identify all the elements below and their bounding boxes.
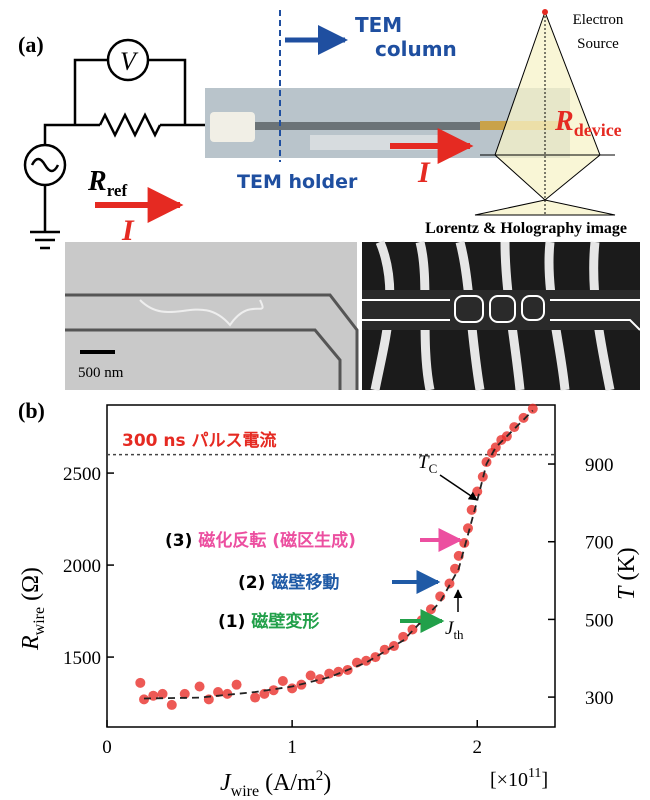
x-tick-label: 1	[287, 737, 297, 758]
r-device-label: Rdevice	[554, 106, 622, 140]
current-label: I	[417, 156, 431, 189]
annotation: 300 ns パルス電流	[122, 430, 277, 451]
step-label: (3) 磁化反転 (磁区生成)	[165, 530, 356, 551]
x-axis-label: Jwire (A/m2)	[220, 768, 331, 800]
point	[426, 604, 436, 614]
tc-label: TC	[418, 452, 437, 476]
y-axis-label: Rwire (Ω)	[18, 567, 48, 651]
point	[167, 700, 177, 710]
circuit	[25, 40, 210, 248]
text-part: [×10	[490, 769, 528, 791]
y2-tick-label: 300	[585, 688, 614, 709]
x-multiplier: [×1011]	[490, 766, 548, 791]
text-part: R	[18, 635, 44, 651]
text-part: (Ω)	[18, 567, 44, 607]
point	[528, 404, 538, 414]
tem-holder-label: TEM holder	[237, 171, 358, 193]
step-label: (2) 磁壁移動	[238, 572, 339, 593]
point	[195, 682, 205, 692]
panel-label: (b)	[18, 398, 45, 423]
step-label: (1) 磁壁変形	[218, 611, 319, 632]
text-part: (A/m	[259, 770, 316, 796]
point	[232, 680, 242, 690]
text-part: wire	[31, 607, 48, 635]
tc-arrow	[440, 475, 477, 500]
y-tick-label: 2000	[63, 556, 101, 577]
y2-tick-label: 900	[585, 455, 614, 476]
y2-tick-label: 500	[585, 610, 614, 631]
text-part: (1)	[218, 612, 245, 632]
point	[324, 669, 334, 679]
text-part: (K)	[614, 547, 640, 586]
r-ref-label: Rref	[87, 166, 127, 200]
text-part: 磁壁移動	[271, 572, 339, 593]
text-part: 2	[316, 768, 324, 784]
point	[370, 652, 380, 662]
text-part: (3)	[165, 531, 192, 551]
y2-axis-label: T (K)	[614, 547, 640, 600]
point	[278, 676, 288, 686]
text-part: 11	[528, 766, 541, 781]
y2-tick-label: 700	[585, 533, 614, 554]
text-part: C	[429, 461, 438, 476]
holder-part	[210, 112, 255, 142]
point	[509, 422, 519, 432]
point	[135, 678, 145, 688]
panel-label: (a)	[18, 32, 44, 57]
fit-curve	[144, 411, 533, 699]
x-tick-label: 0	[102, 737, 112, 758]
point	[287, 683, 297, 693]
jth-label: Jth	[445, 618, 464, 642]
point	[519, 413, 529, 423]
text-part: 磁壁変形	[251, 611, 319, 632]
x-tick-label: 2	[472, 737, 482, 758]
point	[389, 641, 399, 651]
point	[250, 693, 260, 703]
text-part: th	[453, 627, 464, 642]
text-part: (2)	[238, 573, 265, 593]
y-tick-label: 1500	[63, 648, 101, 669]
figure: (a) V Rref I TEMcolumn TEM holder I	[0, 0, 650, 800]
image-caption: Lorentz & Holography image	[425, 220, 627, 237]
y-tick-label: 2500	[63, 464, 101, 485]
text-part: 磁化反転 (磁区生成)	[198, 530, 355, 551]
scale-bar-label: 500 nm	[78, 365, 124, 381]
text-part: wire	[231, 783, 259, 800]
text-part: )	[323, 770, 331, 796]
text-part: ]	[541, 769, 548, 791]
point	[306, 670, 316, 680]
voltmeter-label: V	[120, 47, 139, 76]
point	[139, 694, 149, 704]
